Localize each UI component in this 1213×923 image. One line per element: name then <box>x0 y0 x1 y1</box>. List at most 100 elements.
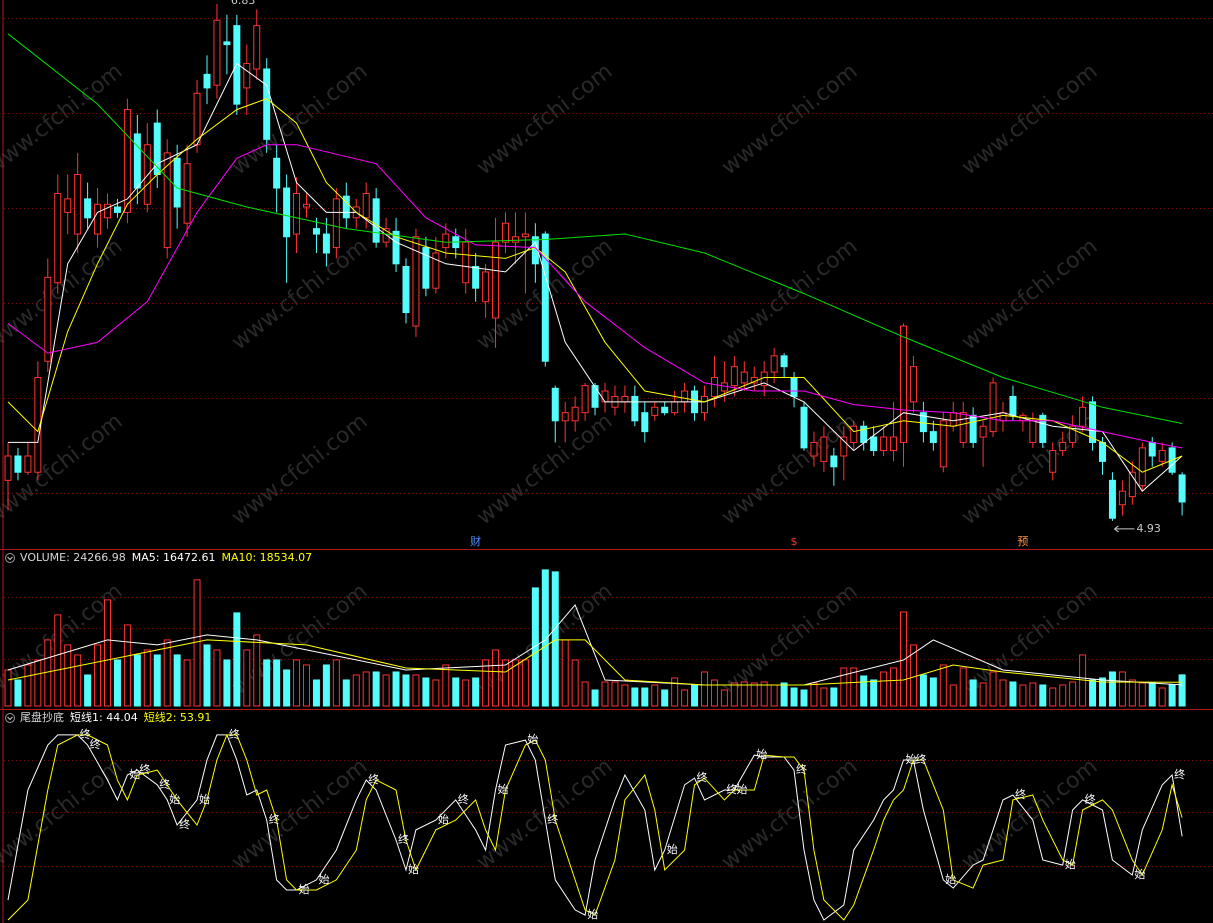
volume-bar <box>1039 684 1047 707</box>
volume-bar <box>163 639 171 707</box>
candle-body <box>800 406 808 449</box>
candle-body <box>94 203 102 235</box>
signal-label: 始 <box>756 747 767 761</box>
candle-body <box>1108 479 1116 519</box>
volume-bar <box>462 679 470 707</box>
volume-bar <box>1118 671 1126 707</box>
candle-body <box>909 366 917 403</box>
candle-body <box>840 436 848 457</box>
signal-label: 始 <box>129 767 140 781</box>
candle-body <box>283 187 291 238</box>
volume-bar <box>84 674 92 707</box>
volume-bar <box>890 667 898 707</box>
candle-body <box>163 152 171 249</box>
candle-body <box>1128 471 1136 498</box>
candle-body <box>183 163 191 224</box>
volume-bar <box>691 684 699 707</box>
candle-body <box>979 425 987 438</box>
watermark: www.cfchi.com <box>0 234 127 355</box>
volume-bar <box>372 671 380 707</box>
volume-bar <box>352 674 360 707</box>
candle-body <box>651 406 659 416</box>
volume-bar <box>113 659 121 707</box>
candle-body <box>999 412 1007 422</box>
volume-bar <box>173 654 181 707</box>
volume-bar <box>253 634 261 707</box>
signal-label: 始 <box>498 782 509 796</box>
volume-bar <box>233 612 241 707</box>
volume-bar <box>64 644 72 707</box>
candle-body <box>203 73 211 89</box>
volume-bar <box>482 659 490 707</box>
candle-body <box>322 233 330 254</box>
candle-body <box>511 236 519 243</box>
candle-body <box>621 395 629 403</box>
event-marker: $ <box>791 535 798 548</box>
candle-body <box>591 385 599 408</box>
signal-label: 终 <box>915 752 926 766</box>
candle-body <box>1138 447 1146 487</box>
event-marker: 财 <box>470 534 481 548</box>
volume-bar <box>1099 677 1106 707</box>
watermark: www.cfchi.com <box>227 234 372 355</box>
watermark: www.cfchi.com <box>717 59 862 180</box>
watermark: www.cfchi.com <box>717 234 862 355</box>
signal-label: 终 <box>1085 792 1096 806</box>
volume-bar <box>44 639 52 707</box>
candle-body <box>74 174 82 235</box>
candle-body <box>1039 414 1047 443</box>
price-annotation: 6.83 <box>231 0 256 7</box>
candle-body <box>1079 406 1087 427</box>
volume-bar <box>1158 687 1166 707</box>
candle-body <box>84 198 92 219</box>
candle-body <box>1049 450 1057 473</box>
volume-bar <box>4 669 12 707</box>
candle-body <box>312 228 320 235</box>
candle-body <box>442 233 450 249</box>
watermark: www.cfchi.com <box>957 234 1102 355</box>
candle-body <box>1029 420 1037 443</box>
volume-bar <box>820 687 828 707</box>
volume-bar <box>183 659 191 707</box>
volume-bar <box>780 682 788 707</box>
candle-body <box>601 390 609 403</box>
volume-bar <box>939 664 947 707</box>
volume-bar <box>1128 679 1136 707</box>
candle-body <box>561 412 569 422</box>
volume-bar <box>193 579 201 707</box>
candle-body <box>123 109 131 213</box>
volume-bar <box>412 674 420 707</box>
candle-body <box>462 241 470 284</box>
candle-body <box>820 436 828 462</box>
candle-body <box>890 436 898 452</box>
candle-body <box>482 271 490 303</box>
volume-bar <box>830 687 838 707</box>
signal-label: 终 <box>80 727 91 741</box>
candle-body <box>571 406 579 422</box>
volume-bar <box>1178 674 1186 707</box>
candle-body <box>113 206 121 213</box>
event-marker: 预 <box>1017 535 1028 548</box>
signal-label: 终 <box>179 817 190 831</box>
moving-average <box>7 33 1183 424</box>
candle-body <box>412 236 420 327</box>
panel-legend: VOLUME: 24266.98 <box>20 551 126 564</box>
volume-bar <box>74 654 82 707</box>
candle-body <box>1069 425 1077 443</box>
candle-body <box>880 436 888 452</box>
candle-body <box>104 203 111 219</box>
signal-label: 始 <box>408 862 419 876</box>
signal-label: 终 <box>726 782 737 796</box>
signal-label: 终 <box>796 762 807 776</box>
indicator-line <box>7 734 1183 921</box>
volume-bar <box>800 689 808 707</box>
candle-body <box>1158 450 1166 462</box>
volume-bar <box>432 679 440 707</box>
volume-bar <box>133 654 141 707</box>
volume-bar <box>681 689 689 707</box>
volume-bar <box>1029 682 1037 707</box>
candle-body <box>959 412 967 443</box>
volume-bar <box>701 671 708 707</box>
candle-body <box>382 228 390 243</box>
volume-bar <box>641 687 649 707</box>
